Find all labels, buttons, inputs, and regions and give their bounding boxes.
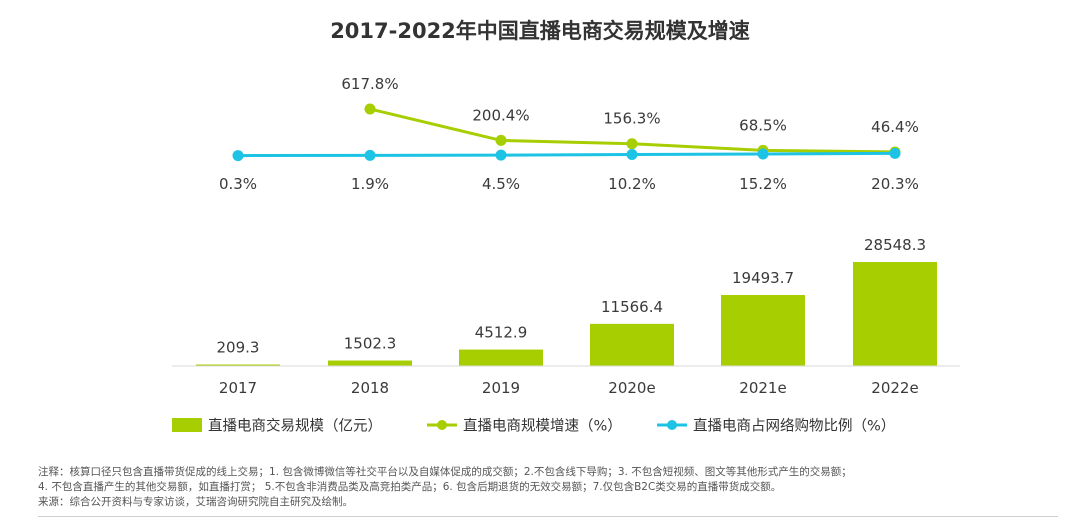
bar-label-2019: 4512.9 [475,324,528,342]
bar-2020e [590,323,674,366]
share-line [237,151,896,158]
note-line-2: 4. 不包含直播产生的其他交易额，如直播打赏； 5.不包含非消费品类及高竞拍类产… [38,481,782,493]
share-label-2022e: 20.3% [871,175,919,193]
legend-swatch-growth-dot [437,420,447,430]
legend-label-bar: 直播电商交易规模（亿元） [208,417,382,435]
bar-2018 [328,360,412,366]
bar-2019 [459,349,543,366]
bar-2022e [853,262,937,366]
share-line-layer: 0.3% 1.9% 4.5% 10.2% 15.2% 20.3% [219,147,919,193]
bar-label-2018: 1502.3 [344,335,397,353]
growth-line-layer: 617.8% 200.4% 156.3% 68.5% 46.4% [341,75,919,158]
growth-label-2018: 617.8% [341,75,398,93]
bar-label-2017: 209.3 [217,339,260,357]
x-tick-2018: 2018 [351,379,389,397]
share-label-2019: 4.5% [482,175,520,193]
share-label-2018: 1.9% [351,175,389,193]
x-tick-2017: 2017 [219,379,257,397]
share-label-2021e: 15.2% [739,175,787,193]
legend-label-growth: 直播电商规模增速（%） [463,418,622,435]
legend-label-share: 直播电商占网络购物比例（%） [693,418,895,435]
x-tick-2022e: 2022e [871,379,918,397]
share-label-2017: 0.3% [219,175,257,193]
share-point-2019 [495,149,507,161]
growth-label-2020e: 156.3% [603,110,660,128]
x-axis-ticks: 2017 2018 2019 2020e 2021e 2022e [219,379,919,397]
x-tick-2019: 2019 [482,379,520,397]
legend: 直播电商交易规模（亿元） 直播电商规模增速（%） 直播电商占网络购物比例（%） [172,417,895,435]
note-line-1: 注释：核算口径只包含直播带货促成的线上交易；1. 包含微博微信等社交平台以及自媒… [38,466,852,478]
growth-point-2018 [364,103,376,115]
share-point-2022e [889,147,901,159]
legend-swatch-share-dot [667,420,677,430]
source-line: 来源：综合公开资料与专家访谈，艾瑞咨询研究院自主研究及绘制。 [38,496,353,508]
share-point-2020e [626,148,638,160]
x-tick-2021e: 2021e [739,379,786,397]
x-tick-2020e: 2020e [608,379,655,397]
share-point-2021e [757,148,769,160]
bar-label-2020e: 11566.4 [601,298,663,316]
growth-label-2022e: 46.4% [871,118,919,136]
bar-layer: 209.3 1502.3 4512.9 11566.4 19493.7 28548.3 [196,236,937,366]
share-point-2017 [232,150,244,162]
legend-swatch-bar [172,418,202,432]
bar-2021e [721,294,805,366]
share-point-2018 [364,149,376,161]
growth-point-2020e [626,138,638,150]
bar-label-2021e: 19493.7 [732,269,794,287]
bottom-divider [38,516,1058,517]
chart-title: 2017-2022年中国直播电商交易规模及增速 [330,19,750,43]
bar-2017 [196,364,280,366]
growth-point-2019 [495,134,507,146]
share-label-2020e: 10.2% [608,175,656,193]
growth-label-2019: 200.4% [472,106,529,124]
bar-label-2022e: 28548.3 [864,236,926,254]
chart-notes: 注释：核算口径只包含直播带货促成的线上交易；1. 包含微博微信等社交平台以及自媒… [38,465,1058,510]
growth-label-2021e: 68.5% [739,116,787,134]
